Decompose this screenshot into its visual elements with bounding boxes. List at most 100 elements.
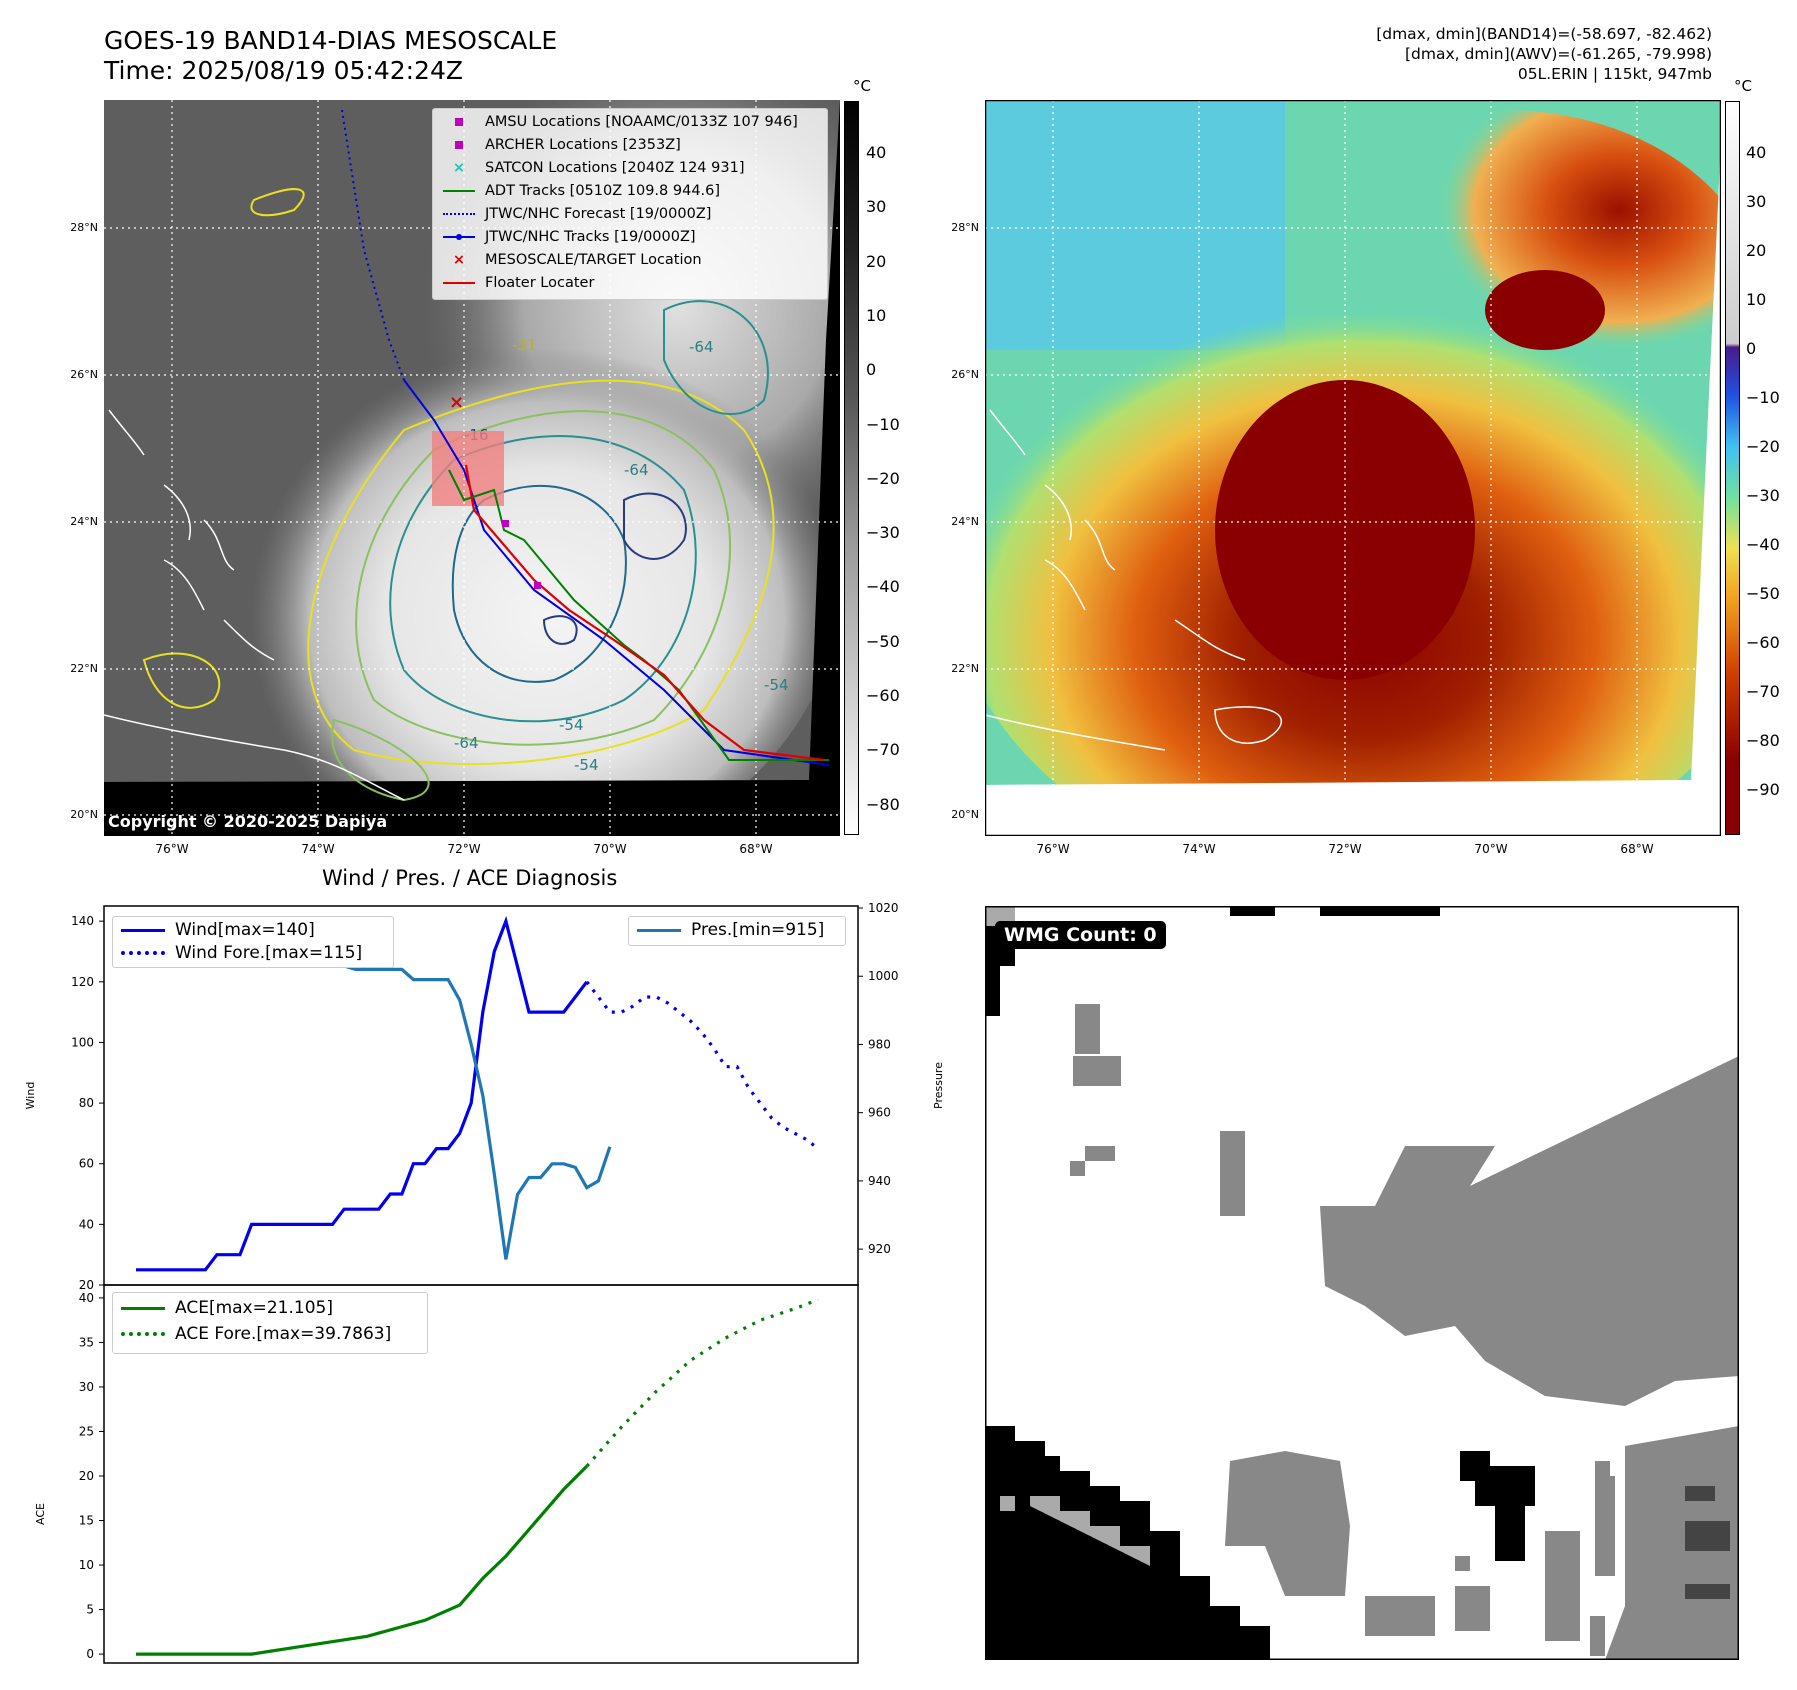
stats-awv: [dmax, dmin](AWV)=(-61.265, -79.998) <box>1405 45 1712 63</box>
lon-label: 68°W <box>1620 842 1654 856</box>
stats-band14: [dmax, dmin](BAND14)=(-58.697, -82.462) <box>1376 25 1712 43</box>
pressure-ytick-label: 960 <box>868 1106 891 1120</box>
color-colorbar-tick-label: −80 <box>1746 731 1780 750</box>
legend-floater: Floater Locater <box>441 272 594 294</box>
coastlines <box>104 409 405 801</box>
contour-label: -64 <box>454 734 479 752</box>
pressure-ytick-label: 980 <box>868 1037 891 1051</box>
color-colorbar-tick-label: −20 <box>1746 437 1780 456</box>
legend-amsu: AMSU Locations [NOAAMC/0133Z 107 946] <box>441 111 798 133</box>
archer-marker <box>502 520 509 527</box>
lat-label: 28°N <box>70 221 98 234</box>
color-colorbar-tick-label: 20 <box>1746 241 1767 260</box>
pressure-ytick-label: 1000 <box>868 969 899 983</box>
color-colorbar-tick-label: 0 <box>1746 339 1757 358</box>
wind-ytick-label: 140 <box>71 914 94 928</box>
color-colorbar-tick-label: −40 <box>1746 535 1780 554</box>
color-colorbar-tick-label: −50 <box>1746 584 1780 603</box>
ace-ytick-label: 10 <box>79 1558 94 1572</box>
wind-ytick-label: 40 <box>79 1217 94 1231</box>
lon-label: 74°W <box>301 842 335 856</box>
legend-ace: ACE[max=21.105] <box>121 1298 333 1318</box>
floater-track <box>464 464 825 762</box>
legend-ace-forecast: ACE Fore.[max=39.7863] <box>121 1324 391 1344</box>
wind-ytick-label: 20 <box>79 1278 94 1292</box>
wmg-dark-cells <box>1685 1486 1730 1599</box>
gray-colorbar-tick-label: 10 <box>866 305 887 325</box>
contour-label: -31 <box>512 336 537 354</box>
lat-label: 26°N <box>70 368 98 381</box>
lat-label: 20°N <box>70 808 98 821</box>
ace-ytick-label: 40 <box>79 1291 94 1305</box>
gray-colorbar-tick-label: −60 <box>866 686 900 705</box>
ace-series-line <box>136 1465 588 1656</box>
legend-wind-forecast: Wind Fore.[max=115] <box>121 943 362 963</box>
ace-ytick-label: 15 <box>79 1514 94 1528</box>
wind-forecast-series-line <box>585 980 819 1150</box>
pressure-ytick-label: 1020 <box>868 901 899 915</box>
wind-series-line <box>136 915 589 1272</box>
lon-label: 76°W <box>1036 842 1070 856</box>
lat-label: 26°N <box>951 368 979 381</box>
legend-satcon: × SATCON Locations [2040Z 124 931] <box>452 160 745 176</box>
lat-label: 20°N <box>951 808 979 821</box>
color-colorbar-tick-label: −90 <box>1746 780 1780 799</box>
contour-label-group: -64 -31 -16 -64 -64 -54 -54 -54 <box>454 336 789 774</box>
lat-label: 24°N <box>951 515 979 528</box>
pressure-ytick-label: 940 <box>868 1174 891 1188</box>
contour-label: -54 <box>574 756 599 774</box>
color-colorbar-tick-label: 40 <box>1746 143 1767 162</box>
contour-label: -54 <box>559 716 584 734</box>
nhc-track <box>403 379 830 766</box>
contour-label: -54 <box>764 676 789 694</box>
lat-label: 24°N <box>70 515 98 528</box>
color-colorbar-tick-label: −10 <box>1746 388 1780 407</box>
contour-label: -64 <box>689 338 714 356</box>
gray-colorbar-tick-label: 20 <box>866 251 887 271</box>
ace-ytick-label: 35 <box>79 1335 94 1349</box>
wind-legend: Wind[max=140] Wind Fore.[max=115] <box>112 916 394 968</box>
gray-colorbar-tick-label: −70 <box>866 740 900 760</box>
gray-colorbar-tick-label: −30 <box>866 523 900 543</box>
gray-colorbar <box>844 101 859 835</box>
legend-adt: ADT Tracks [0510Z 109.8 944.6] <box>441 180 720 202</box>
color-colorbar-tick-label: −30 <box>1746 486 1780 505</box>
target-marker: × <box>449 392 464 413</box>
wind-ytick-label: 60 <box>79 1157 94 1171</box>
wmg-count-badge: WMG Count: 0 <box>995 921 1166 949</box>
gray-colorbar-tick-label: −50 <box>866 631 900 651</box>
ace-axes-frame <box>103 1284 859 1664</box>
wmg-black-cells <box>985 906 1535 1660</box>
stats-storm: 05L.ERIN | 115kt, 947mb <box>1517 65 1712 83</box>
lon-label: 72°W <box>447 842 481 856</box>
lat-label: 28°N <box>951 221 979 234</box>
color-map-panel <box>985 100 1721 836</box>
map-legend: AMSU Locations [NOAAMC/0133Z 107 946] AR… <box>432 108 828 300</box>
color-colorbar-unit: °C <box>1734 77 1752 95</box>
wind-ytick-label: 120 <box>71 975 94 989</box>
legend-forecast: JTWC/NHC Forecast [19/0000Z] <box>441 203 711 225</box>
color-colorbar-tick-label: 10 <box>1746 290 1767 309</box>
lat-label: 22°N <box>951 662 979 675</box>
floater-box <box>432 431 504 506</box>
gray-colorbar-tick-label: −20 <box>866 468 900 488</box>
lat-label: 22°N <box>70 662 98 675</box>
legend-target: × MESOSCALE/TARGET Location <box>452 252 702 268</box>
legend-pressure: Pres.[min=915] <box>637 920 824 940</box>
lon-label: 76°W <box>155 842 189 856</box>
legend-wind: Wind[max=140] <box>121 920 315 940</box>
storm-stats: [dmax, dmin](BAND14)=(-58.697, -82.462) … <box>1376 24 1712 84</box>
title-product: GOES-19 BAND14-DIAS MESOSCALE <box>104 26 558 55</box>
ace-forecast-series-line <box>585 1298 819 1468</box>
gray-colorbar-tick-label: 0 <box>866 360 877 380</box>
color-colorbar-tick-label: −70 <box>1746 682 1780 701</box>
ace-axis-label: ACE <box>34 1503 47 1525</box>
wind-ytick-label: 100 <box>71 1035 94 1049</box>
color-colorbar-tick-label: −60 <box>1746 633 1780 652</box>
figure-title: GOES-19 BAND14-DIAS MESOSCALE Time: 2025… <box>104 26 557 86</box>
color-colorbar-tick-label: 30 <box>1746 192 1767 211</box>
wind-ytick-label: 80 <box>79 1096 94 1110</box>
gray-colorbar-tick-label: −40 <box>866 577 900 597</box>
ace-ytick-label: 20 <box>79 1469 94 1483</box>
legend-nhc-tracks: JTWC/NHC Tracks [19/0000Z] <box>441 226 696 248</box>
